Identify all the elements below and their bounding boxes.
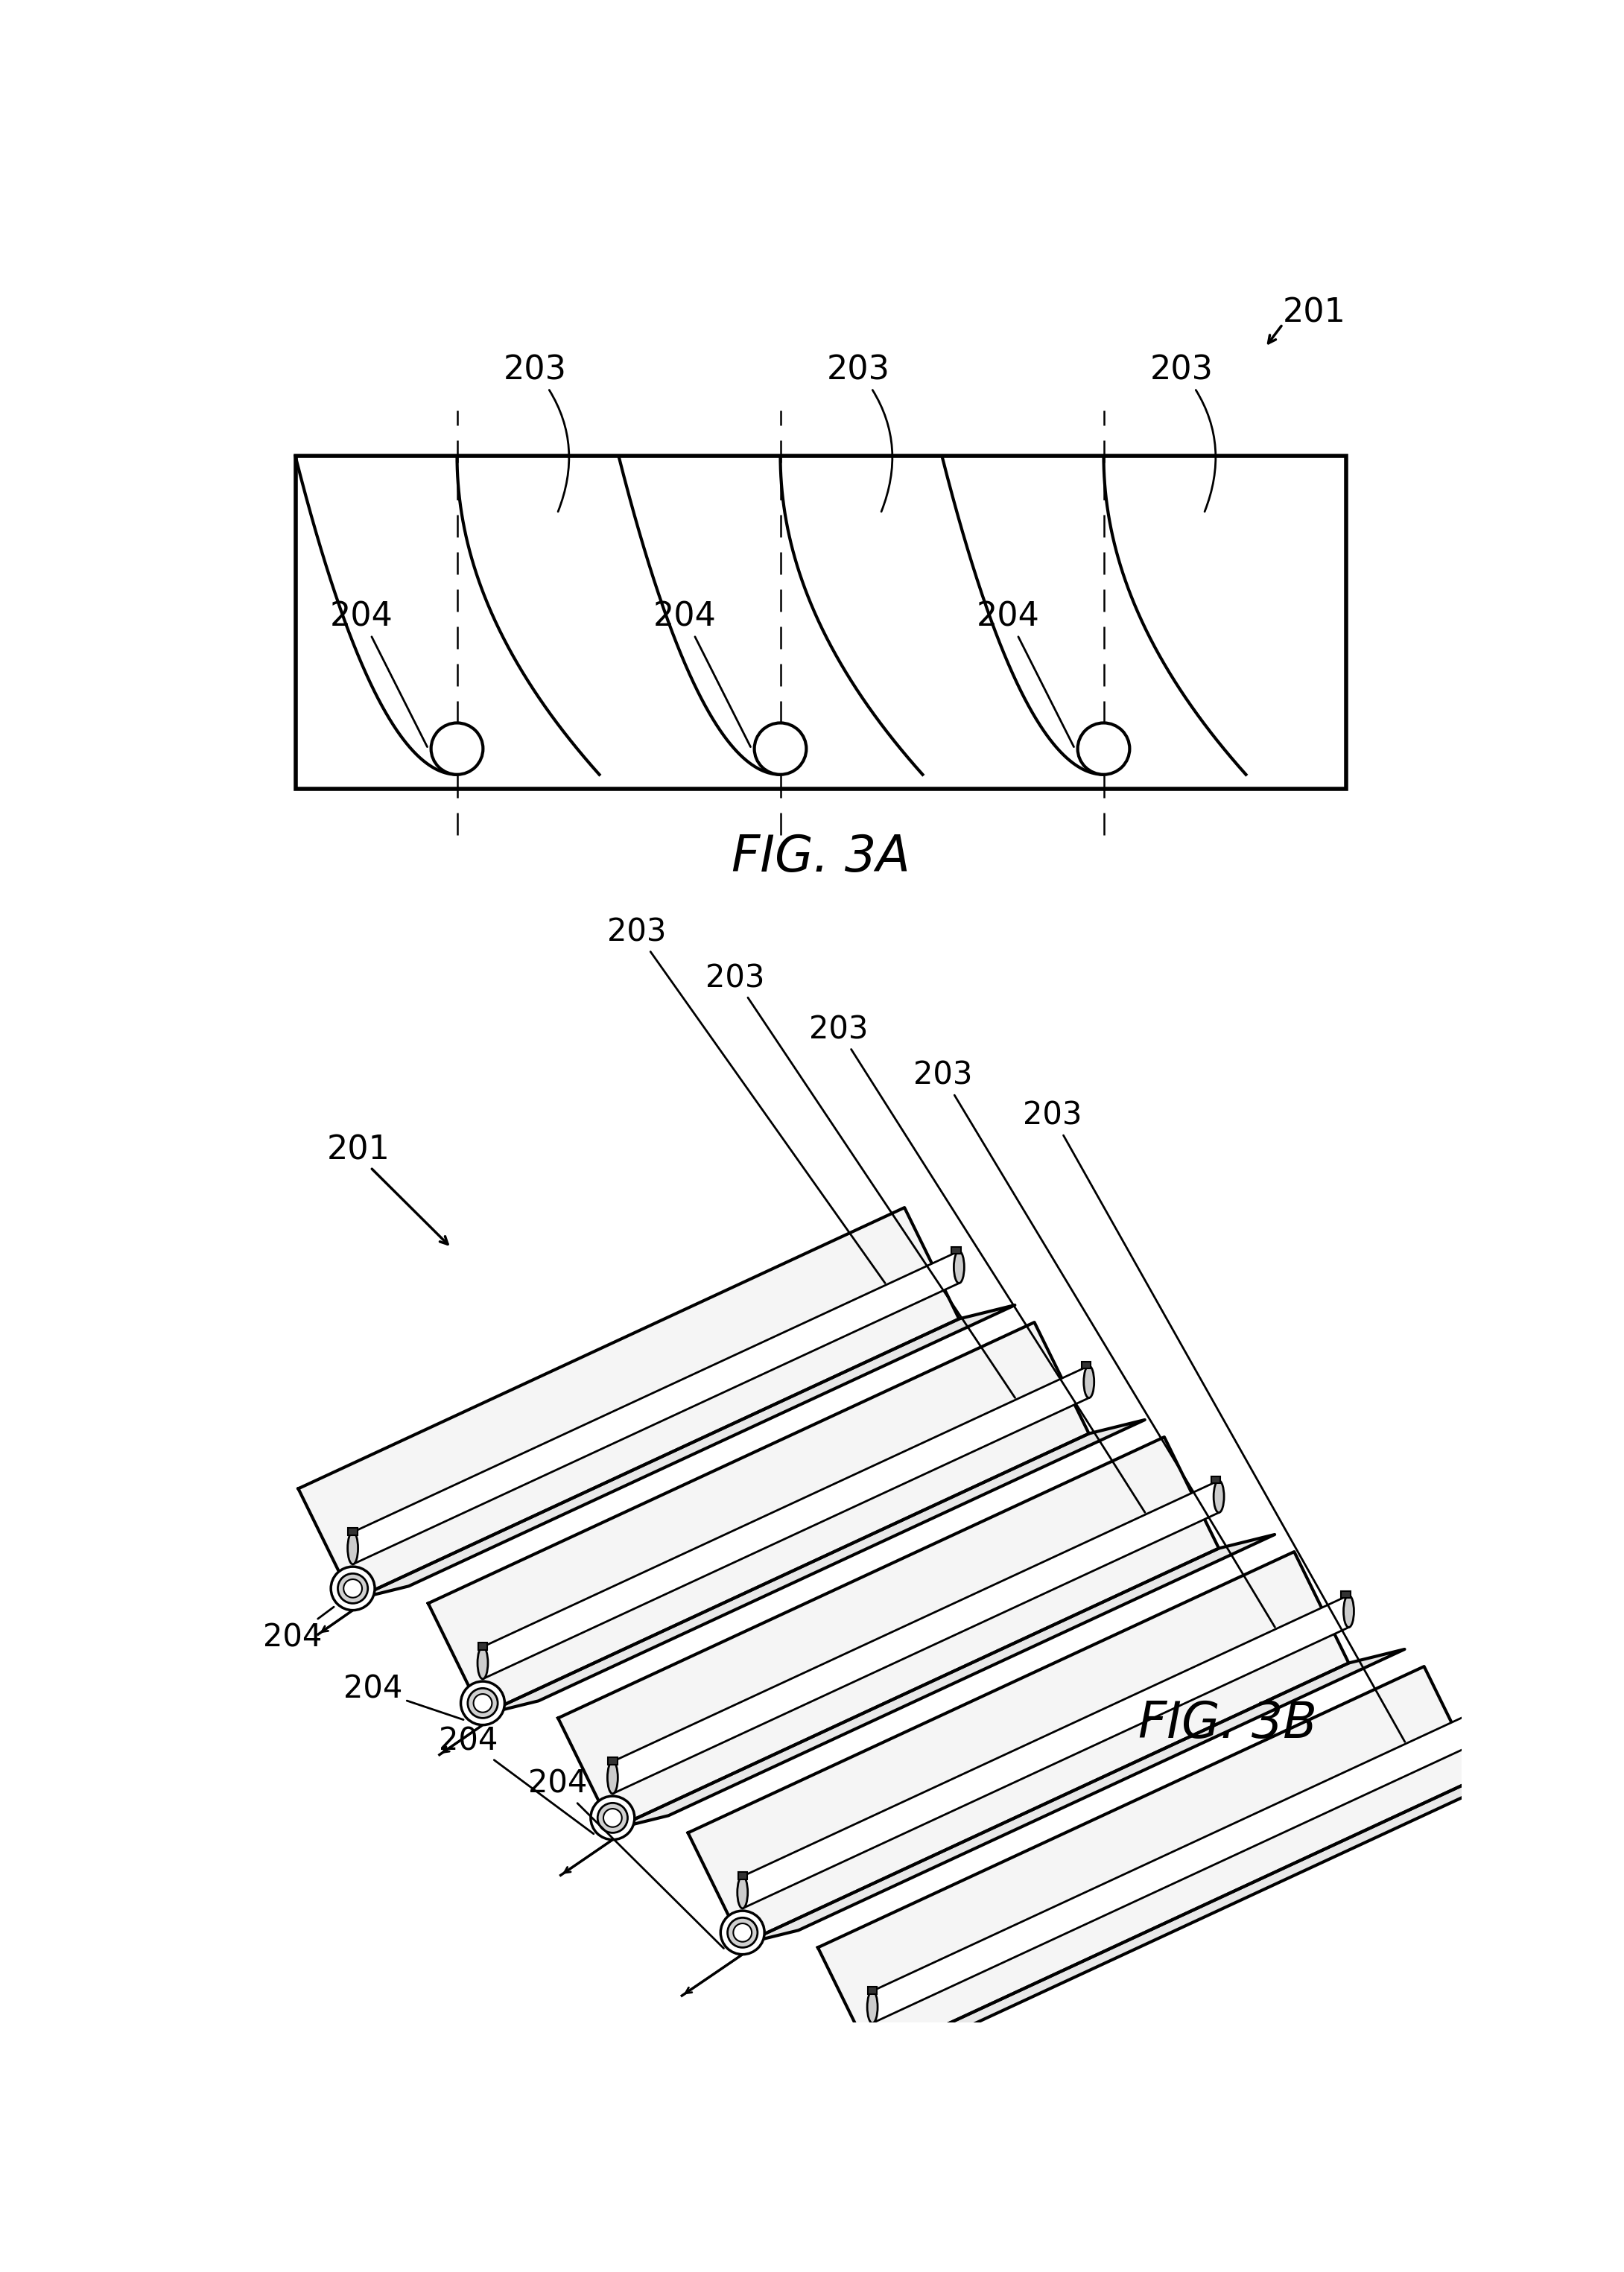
Ellipse shape	[1083, 1365, 1095, 1397]
Text: 203: 203	[503, 354, 568, 511]
Polygon shape	[872, 1763, 1535, 2058]
Text: 203: 203	[705, 963, 1015, 1397]
Bar	[477, 1643, 487, 1649]
Circle shape	[461, 1681, 505, 1724]
Text: 204: 204	[344, 1674, 463, 1720]
Ellipse shape	[477, 1647, 487, 1679]
Polygon shape	[352, 1304, 1015, 1599]
Circle shape	[598, 1804, 627, 1834]
Bar	[348, 1529, 357, 1536]
Polygon shape	[689, 1552, 1348, 1945]
Circle shape	[1078, 722, 1130, 775]
Ellipse shape	[348, 1531, 357, 1563]
Bar	[737, 1872, 747, 1879]
Polygon shape	[872, 1711, 1478, 2022]
Text: 204: 204	[976, 600, 1073, 747]
Text: 203: 203	[607, 916, 885, 1284]
Circle shape	[755, 722, 807, 775]
Polygon shape	[559, 1436, 1220, 1829]
Polygon shape	[429, 1322, 1090, 1715]
Polygon shape	[818, 1665, 1478, 2058]
Polygon shape	[742, 1649, 1405, 1945]
Polygon shape	[299, 1209, 960, 1599]
Circle shape	[344, 1579, 362, 1597]
Bar	[1212, 1477, 1221, 1484]
Text: 203: 203	[1150, 354, 1216, 511]
Bar	[952, 1247, 961, 1254]
Text: 201: 201	[326, 1134, 390, 1166]
Circle shape	[331, 1568, 375, 1611]
Text: 203: 203	[913, 1061, 1275, 1627]
Ellipse shape	[1473, 1711, 1484, 1743]
Bar	[1341, 1590, 1351, 1597]
Circle shape	[728, 1918, 757, 1947]
Ellipse shape	[607, 1761, 617, 1793]
Polygon shape	[482, 1420, 1145, 1715]
Bar	[1082, 1361, 1091, 1368]
Bar	[607, 1759, 617, 1765]
Ellipse shape	[737, 1877, 747, 1908]
Circle shape	[851, 2027, 895, 2070]
Text: 204: 204	[438, 1724, 594, 1834]
Text: FIG. 3A: FIG. 3A	[731, 834, 909, 882]
Polygon shape	[482, 1365, 1090, 1679]
Circle shape	[734, 1924, 752, 1943]
Circle shape	[338, 1574, 367, 1604]
Polygon shape	[612, 1481, 1220, 1793]
Ellipse shape	[1213, 1481, 1224, 1513]
Bar	[1471, 1706, 1481, 1713]
Polygon shape	[742, 1595, 1348, 1908]
Circle shape	[591, 1797, 635, 1840]
Circle shape	[468, 1688, 497, 1718]
Bar	[296, 457, 1346, 788]
Text: 204: 204	[528, 1768, 724, 1949]
Polygon shape	[612, 1534, 1275, 1829]
Text: 203: 203	[809, 1013, 1145, 1513]
Ellipse shape	[1343, 1595, 1354, 1627]
Bar	[867, 1988, 877, 1995]
Text: 203: 203	[827, 354, 892, 511]
Text: 204: 204	[263, 1606, 335, 1654]
Text: 201: 201	[1283, 298, 1346, 329]
Circle shape	[721, 1911, 765, 1954]
Circle shape	[857, 2033, 887, 2063]
Circle shape	[864, 2038, 882, 2056]
Text: FIG. 3B: FIG. 3B	[1138, 1699, 1317, 1749]
Ellipse shape	[953, 1252, 965, 1284]
Circle shape	[474, 1695, 492, 1713]
Polygon shape	[352, 1252, 960, 1563]
Ellipse shape	[867, 1990, 877, 2022]
Text: 204: 204	[330, 600, 427, 747]
Text: 204: 204	[653, 600, 750, 747]
Text: 203: 203	[1023, 1100, 1405, 1743]
Circle shape	[604, 1809, 622, 1827]
Circle shape	[430, 722, 482, 775]
